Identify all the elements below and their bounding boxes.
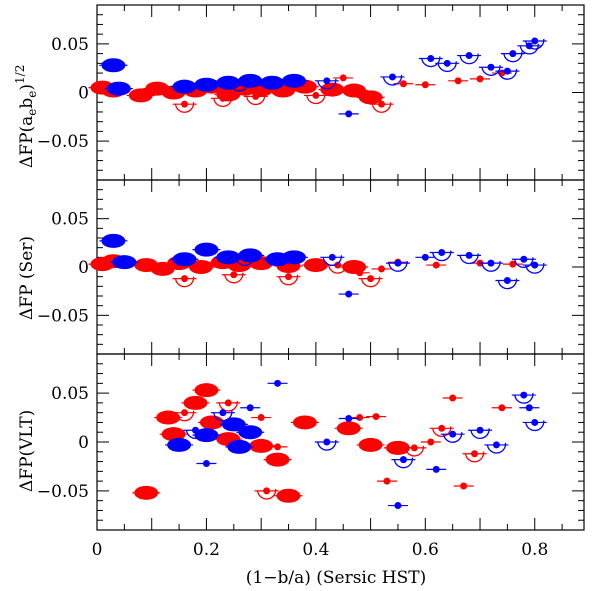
arc-marker (256, 488, 277, 500)
arc-marker (393, 457, 414, 469)
ytick-label: 0 (78, 84, 89, 104)
ytick-label: −0.05 (37, 482, 89, 502)
ytick-label: 0.05 (51, 210, 89, 230)
panel-middle: 0.05 0 −0.05 (37, 179, 585, 355)
arc-marker (525, 38, 545, 50)
ytick-label: −0.05 (37, 306, 89, 326)
arc-marker (328, 262, 348, 274)
arc-marker (229, 80, 249, 92)
panels: 0.05 0 −0.05 0.05 0 −0.05 0.05 0 −0.05 0 0.2 0.4 0.6… (37, 4, 585, 560)
arc-marker (503, 51, 523, 63)
series-blue (99, 37, 547, 118)
arc-marker (224, 272, 244, 284)
series-blue (165, 379, 547, 510)
arc-marker (514, 392, 534, 404)
arc-marker (432, 426, 452, 437)
arc-marker (497, 278, 518, 290)
series-blue (99, 233, 547, 298)
xtick-label: 0 (92, 540, 103, 560)
arc-marker (459, 253, 479, 265)
ylabel-middle: ΔFP (Ser) (17, 236, 37, 320)
arc-marker (481, 65, 501, 76)
arc-marker (481, 261, 501, 272)
arc-marker (371, 102, 392, 113)
arc-marker (218, 400, 238, 412)
arc-marker (317, 439, 337, 451)
arc-marker (525, 262, 545, 274)
arc-marker (382, 74, 403, 86)
arc-marker (174, 102, 195, 113)
arc-marker (486, 442, 507, 454)
arc-marker (213, 96, 233, 107)
ytick-label: 0.05 (51, 35, 89, 55)
xtick-label: 0.4 (302, 540, 329, 560)
arc-marker (278, 274, 299, 286)
arc-marker (525, 420, 545, 432)
panel-bottom: 0.05 0 −0.05 0 0.2 0.4 0.6 0.8 (37, 353, 585, 560)
arc-marker (388, 261, 408, 272)
ytick-label: 0 (78, 258, 89, 278)
ylabel-top: ΔFP(aebe)1/2 (13, 65, 39, 168)
arc-marker (443, 432, 463, 443)
arc-marker (404, 445, 425, 457)
arc-marker (519, 43, 539, 55)
arc-marker (317, 78, 337, 90)
xtick-label: 0.8 (521, 540, 548, 560)
series-red (132, 383, 512, 503)
ytick-label: 0.05 (51, 384, 89, 404)
arc-marker (421, 56, 441, 68)
arc-marker (514, 257, 534, 268)
series-red (88, 254, 523, 288)
arc-marker (432, 250, 452, 262)
arc-marker (235, 255, 255, 266)
ylabel-bottom: ΔFP(VLT) (17, 410, 37, 492)
arc-marker (464, 451, 485, 463)
arc-marker (470, 428, 490, 439)
arc-marker (185, 428, 206, 439)
ytick-label: −0.05 (37, 132, 89, 152)
arc-marker (306, 93, 326, 105)
arc-marker (246, 94, 266, 106)
arc-marker (322, 255, 342, 266)
xtick-label: 0.2 (193, 540, 220, 560)
arc-marker (497, 69, 518, 80)
arc-marker (360, 276, 381, 288)
arc-marker (174, 276, 195, 288)
ytick-label: 0 (78, 433, 89, 453)
xtick-label: 0.6 (412, 540, 439, 560)
arc-marker (437, 61, 457, 72)
panel-top: 0.05 0 −0.05 (37, 4, 585, 181)
arc-marker (174, 410, 195, 422)
xlabel: (1−b/a) (Sersic HST) (246, 568, 426, 588)
arc-marker (213, 410, 233, 422)
arc-marker (459, 53, 479, 65)
